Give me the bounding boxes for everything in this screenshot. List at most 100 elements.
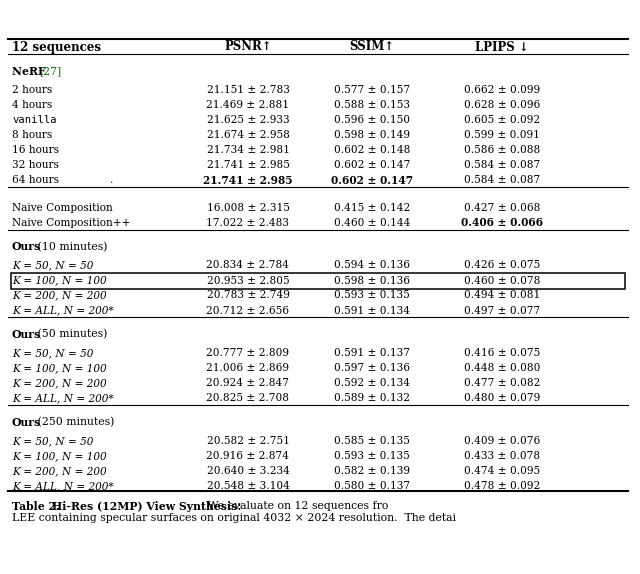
Text: 21.674 ± 2.958: 21.674 ± 2.958 bbox=[207, 130, 289, 140]
Text: 0.598 ± 0.149: 0.598 ± 0.149 bbox=[334, 130, 410, 140]
Text: 0.605 ± 0.092: 0.605 ± 0.092 bbox=[464, 115, 540, 125]
Text: 0.478 ± 0.092: 0.478 ± 0.092 bbox=[464, 481, 540, 491]
Text: 2 hours: 2 hours bbox=[12, 85, 52, 95]
Text: 16 hours: 16 hours bbox=[12, 145, 59, 155]
Text: 16.008 ± 2.315: 16.008 ± 2.315 bbox=[207, 203, 289, 213]
Text: 0.406 ± 0.066: 0.406 ± 0.066 bbox=[461, 217, 543, 228]
Text: 0.593 ± 0.135: 0.593 ± 0.135 bbox=[334, 290, 410, 301]
Text: 0.591 ± 0.134: 0.591 ± 0.134 bbox=[334, 305, 410, 316]
Text: 0.596 ± 0.150: 0.596 ± 0.150 bbox=[334, 115, 410, 125]
Text: 0.584 ± 0.087: 0.584 ± 0.087 bbox=[464, 160, 540, 170]
Text: 20.825 ± 2.708: 20.825 ± 2.708 bbox=[207, 393, 289, 404]
Text: 0.584 ± 0.087: 0.584 ± 0.087 bbox=[464, 175, 540, 185]
Text: 0.589 ± 0.132: 0.589 ± 0.132 bbox=[334, 393, 410, 404]
Text: 8 hours: 8 hours bbox=[12, 130, 52, 140]
Text: 0.598 ± 0.136: 0.598 ± 0.136 bbox=[334, 276, 410, 285]
Text: 0.494 ± 0.081: 0.494 ± 0.081 bbox=[464, 290, 540, 301]
Bar bbox=[11, 273, 625, 289]
Text: .: . bbox=[110, 175, 114, 185]
Text: 0.460 ± 0.144: 0.460 ± 0.144 bbox=[334, 218, 410, 228]
Text: 0.602 ± 0.147: 0.602 ± 0.147 bbox=[334, 160, 410, 170]
Text: K = ALL, N = 200*: K = ALL, N = 200* bbox=[12, 393, 114, 404]
Text: 0.460 ± 0.078: 0.460 ± 0.078 bbox=[464, 276, 540, 285]
Text: 0.597 ± 0.136: 0.597 ± 0.136 bbox=[334, 363, 410, 373]
Text: Naive Composition++: Naive Composition++ bbox=[12, 218, 131, 228]
Text: 4 hours: 4 hours bbox=[12, 100, 52, 110]
Text: 0.448 ± 0.080: 0.448 ± 0.080 bbox=[464, 363, 540, 373]
Text: 0.497 ± 0.077: 0.497 ± 0.077 bbox=[464, 305, 540, 316]
Text: 20.640 ± 3.234: 20.640 ± 3.234 bbox=[207, 466, 289, 476]
Text: 64 hours: 64 hours bbox=[12, 175, 59, 185]
Text: 0.591 ± 0.137: 0.591 ± 0.137 bbox=[334, 348, 410, 358]
Text: 21.006 ± 2.869: 21.006 ± 2.869 bbox=[207, 363, 289, 373]
Text: K = ALL, N = 200*: K = ALL, N = 200* bbox=[12, 305, 114, 316]
Text: 20.924 ± 2.847: 20.924 ± 2.847 bbox=[207, 378, 289, 388]
Text: Ours: Ours bbox=[12, 241, 41, 252]
Text: 0.433 ± 0.078: 0.433 ± 0.078 bbox=[464, 451, 540, 461]
Text: 20.834 ± 2.784: 20.834 ± 2.784 bbox=[207, 261, 289, 270]
Text: SSIM↑: SSIM↑ bbox=[349, 41, 395, 53]
Text: 0.602 ± 0.148: 0.602 ± 0.148 bbox=[334, 145, 410, 155]
Text: K = ALL, N = 200*: K = ALL, N = 200* bbox=[12, 481, 114, 491]
Text: 0.594 ± 0.136: 0.594 ± 0.136 bbox=[334, 261, 410, 270]
Text: 0.580 ± 0.137: 0.580 ± 0.137 bbox=[334, 481, 410, 491]
Text: LEE containing specular surfaces on original 4032 × 2024 resolution.  The detai: LEE containing specular surfaces on orig… bbox=[12, 513, 456, 523]
Text: 20.777 ± 2.809: 20.777 ± 2.809 bbox=[207, 348, 289, 358]
Text: K = 200, N = 200: K = 200, N = 200 bbox=[12, 466, 107, 476]
Text: NeRF: NeRF bbox=[12, 66, 49, 77]
Text: K = 200, N = 200: K = 200, N = 200 bbox=[12, 378, 107, 388]
Text: 20.582 ± 2.751: 20.582 ± 2.751 bbox=[207, 436, 289, 446]
Text: K = 200, N = 200: K = 200, N = 200 bbox=[12, 290, 107, 301]
Text: 0.599 ± 0.091: 0.599 ± 0.091 bbox=[464, 130, 540, 140]
Text: 12 sequences: 12 sequences bbox=[12, 41, 101, 53]
Text: K = 100, N = 100: K = 100, N = 100 bbox=[12, 451, 107, 461]
Text: K = 100, N = 100: K = 100, N = 100 bbox=[12, 363, 107, 373]
Text: Hi-Res (12MP) View Synthesis:: Hi-Res (12MP) View Synthesis: bbox=[52, 501, 241, 512]
Text: 20.712 ± 2.656: 20.712 ± 2.656 bbox=[207, 305, 289, 316]
Text: 0.474 ± 0.095: 0.474 ± 0.095 bbox=[464, 466, 540, 476]
Text: vanilla: vanilla bbox=[12, 115, 56, 125]
Text: K = 100, N = 100: K = 100, N = 100 bbox=[12, 276, 107, 285]
Text: 0.426 ± 0.075: 0.426 ± 0.075 bbox=[464, 261, 540, 270]
Text: 21.469 ± 2.881: 21.469 ± 2.881 bbox=[207, 100, 289, 110]
Text: Ours: Ours bbox=[12, 329, 41, 340]
Text: 0.409 ± 0.076: 0.409 ± 0.076 bbox=[464, 436, 540, 446]
Text: (10 minutes): (10 minutes) bbox=[34, 242, 108, 252]
Text: 0.593 ± 0.135: 0.593 ± 0.135 bbox=[334, 451, 410, 461]
Text: 0.480 ± 0.079: 0.480 ± 0.079 bbox=[464, 393, 540, 404]
Text: 0.586 ± 0.088: 0.586 ± 0.088 bbox=[464, 145, 540, 155]
Text: LPIPS ↓: LPIPS ↓ bbox=[475, 41, 529, 53]
Text: 21.741 ± 2.985: 21.741 ± 2.985 bbox=[204, 174, 292, 185]
Text: Ours: Ours bbox=[12, 417, 41, 428]
Text: 0.415 ± 0.142: 0.415 ± 0.142 bbox=[334, 203, 410, 213]
Text: K = 50, N = 50: K = 50, N = 50 bbox=[12, 348, 93, 358]
Text: K = 50, N = 50: K = 50, N = 50 bbox=[12, 436, 93, 446]
Text: (250 minutes): (250 minutes) bbox=[34, 417, 115, 428]
Text: 20.783 ± 2.749: 20.783 ± 2.749 bbox=[207, 290, 289, 301]
Text: 0.585 ± 0.135: 0.585 ± 0.135 bbox=[334, 436, 410, 446]
Text: 17.022 ± 2.483: 17.022 ± 2.483 bbox=[207, 218, 289, 228]
Text: 32 hours: 32 hours bbox=[12, 160, 59, 170]
Text: Naive Composition: Naive Composition bbox=[12, 203, 113, 213]
Text: We evaluate on 12 sequences fro: We evaluate on 12 sequences fro bbox=[204, 501, 388, 511]
Text: 0.662 ± 0.099: 0.662 ± 0.099 bbox=[464, 85, 540, 95]
Text: PSNR↑: PSNR↑ bbox=[224, 41, 272, 53]
Text: 0.577 ± 0.157: 0.577 ± 0.157 bbox=[334, 85, 410, 95]
Text: 21.734 ± 2.981: 21.734 ± 2.981 bbox=[207, 145, 289, 155]
Text: 0.628 ± 0.096: 0.628 ± 0.096 bbox=[464, 100, 540, 110]
Text: (50 minutes): (50 minutes) bbox=[34, 329, 108, 340]
Text: 0.416 ± 0.075: 0.416 ± 0.075 bbox=[464, 348, 540, 358]
Text: 20.953 ± 2.805: 20.953 ± 2.805 bbox=[207, 276, 289, 285]
Text: 21.151 ± 2.783: 21.151 ± 2.783 bbox=[207, 85, 289, 95]
Text: 0.477 ± 0.082: 0.477 ± 0.082 bbox=[464, 378, 540, 388]
Text: 0.582 ± 0.139: 0.582 ± 0.139 bbox=[334, 466, 410, 476]
Text: Table 2.: Table 2. bbox=[12, 501, 63, 512]
Text: 20.916 ± 2.874: 20.916 ± 2.874 bbox=[207, 451, 289, 461]
Text: 21.625 ± 2.933: 21.625 ± 2.933 bbox=[207, 115, 289, 125]
Text: [27]: [27] bbox=[39, 66, 61, 76]
Text: 0.427 ± 0.068: 0.427 ± 0.068 bbox=[464, 203, 540, 213]
Text: 0.588 ± 0.153: 0.588 ± 0.153 bbox=[334, 100, 410, 110]
Text: 21.741 ± 2.985: 21.741 ± 2.985 bbox=[207, 160, 289, 170]
Text: 0.592 ± 0.134: 0.592 ± 0.134 bbox=[334, 378, 410, 388]
Text: 0.602 ± 0.147: 0.602 ± 0.147 bbox=[331, 174, 413, 185]
